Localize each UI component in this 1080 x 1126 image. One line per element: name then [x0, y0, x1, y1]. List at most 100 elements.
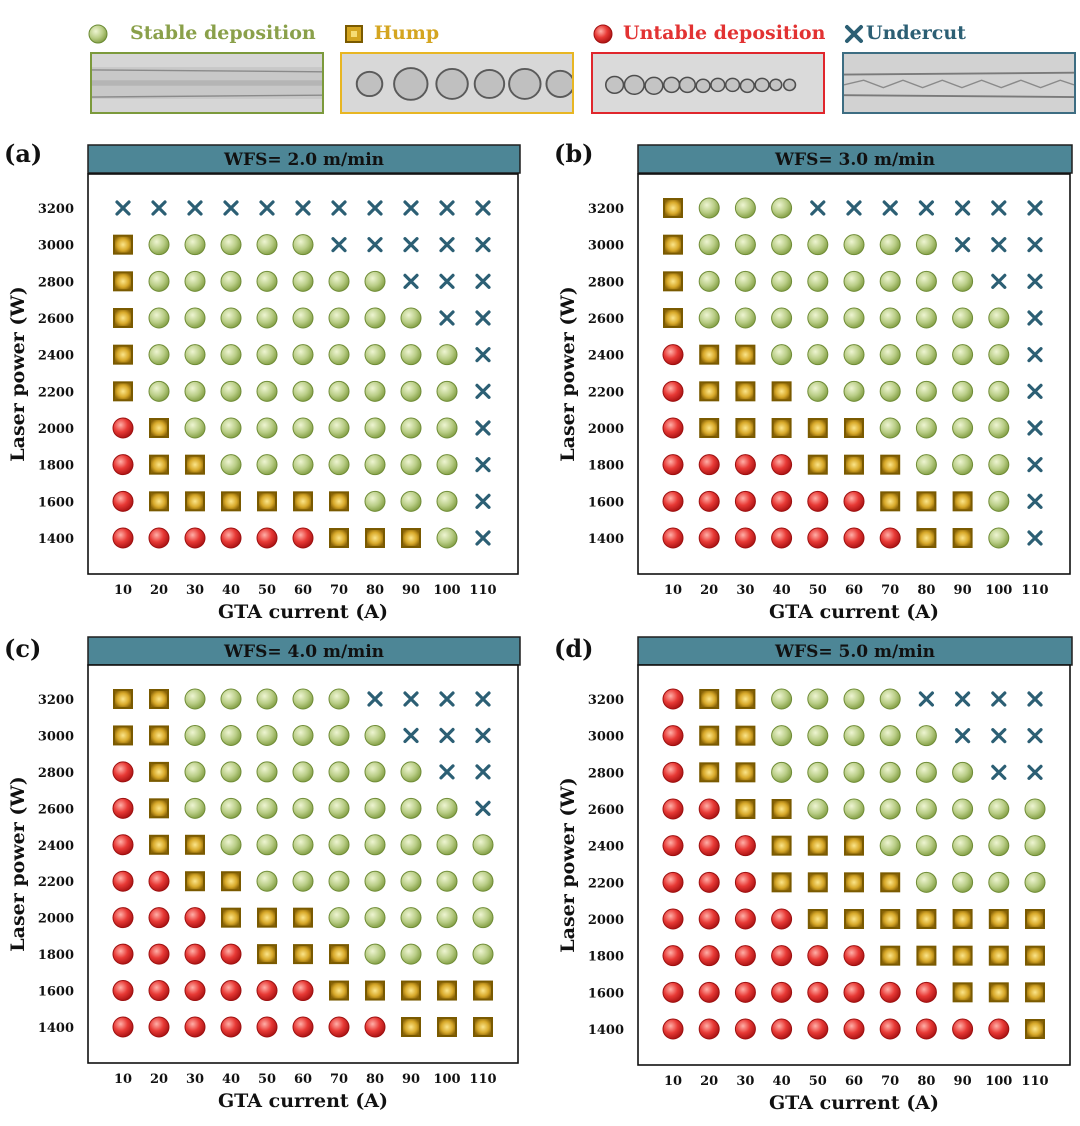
y-tick-label: 2600: [588, 803, 624, 818]
stable-point: [879, 798, 901, 820]
stable-point: [1024, 835, 1046, 857]
y-tick-label: 2200: [588, 385, 624, 400]
unstable-point: [698, 945, 720, 967]
hump-point: [329, 944, 349, 965]
x-tick-label: 90: [954, 1074, 972, 1089]
unstable-point: [807, 527, 829, 549]
hump-point-fill: [439, 982, 455, 999]
stable-point: [184, 234, 206, 256]
stable-point: [988, 835, 1010, 857]
hump-point-fill: [223, 873, 239, 890]
undercut-point: [259, 200, 275, 216]
stable-point: [328, 761, 350, 783]
y-tick-label: 1800: [38, 459, 74, 474]
y-tick-label: 3200: [38, 693, 74, 708]
y-tick-label: 3200: [588, 202, 624, 217]
stable-point: [698, 270, 720, 292]
hump-point: [113, 234, 133, 255]
stable-point: [292, 688, 314, 710]
stable-point: [400, 761, 422, 783]
undercut-point: [439, 237, 455, 253]
stable-point: [220, 344, 242, 366]
stable-point: [988, 490, 1010, 512]
unstable-point: [771, 981, 793, 1003]
hump-point: [257, 907, 277, 928]
unstable-point: [148, 980, 170, 1002]
panel-label-d: (d): [554, 634, 594, 663]
y-tick-label: 2600: [588, 312, 624, 327]
hump-point-fill: [954, 947, 971, 964]
stable-point: [915, 234, 937, 256]
stable-point: [472, 870, 494, 892]
unstable-point: [662, 490, 684, 512]
hump-point: [113, 381, 133, 402]
stable-point: [915, 417, 937, 439]
hump-point: [149, 689, 169, 709]
x-tick-label: 60: [294, 583, 312, 598]
stable-point: [148, 234, 170, 256]
undercut-point: [991, 273, 1007, 289]
stable-point: [436, 344, 458, 366]
stable-point: [256, 234, 278, 256]
stable-point: [915, 270, 937, 292]
hump-point: [952, 528, 973, 548]
stable-point: [184, 724, 206, 746]
hump-point: [807, 909, 828, 929]
y-tick-label: 2800: [38, 766, 74, 781]
x-tick-label: 30: [186, 1072, 204, 1087]
x-axis-label: GTA current (A): [218, 1090, 388, 1112]
hump-point: [329, 980, 349, 1001]
undercut-point: [331, 200, 347, 216]
stable-point: [988, 454, 1010, 476]
hump-point: [771, 835, 792, 856]
stable-point: [328, 688, 350, 710]
x-tick-label: 10: [114, 1072, 132, 1087]
hump-point-fill: [846, 837, 862, 854]
unstable-point: [698, 454, 720, 476]
x-tick-label: 20: [700, 583, 718, 598]
unstable-point: [256, 527, 278, 549]
x-tick-label: 20: [150, 583, 168, 598]
stable-point: [184, 797, 206, 819]
stable-point: [952, 307, 974, 329]
hump-point-fill: [187, 456, 203, 473]
stable-point: [400, 344, 422, 366]
stable-point: [952, 798, 974, 820]
unstable-point: [843, 527, 865, 549]
stable-point: [256, 380, 278, 402]
stable-point: [220, 307, 242, 329]
stable-point: [436, 834, 458, 856]
legend-stable-marker: [88, 24, 108, 44]
hump-point: [699, 689, 720, 709]
hump-point-fill: [115, 691, 131, 707]
unstable-point: [734, 454, 756, 476]
stable-point: [952, 761, 974, 783]
stable-point: [436, 797, 458, 819]
unstable-point: [952, 1018, 974, 1040]
x-tick-label: 100: [433, 1072, 460, 1087]
stable-point: [807, 798, 829, 820]
x-tick-label: 60: [294, 1072, 312, 1087]
hump-point: [952, 945, 973, 966]
hump-point: [735, 418, 756, 438]
stable-point: [843, 688, 865, 710]
x-tick-label: 70: [881, 1074, 899, 1089]
undercut-point: [1027, 200, 1043, 216]
stable-point: [292, 344, 314, 366]
y-tick-label: 1600: [588, 986, 624, 1001]
unstable-point: [662, 871, 684, 893]
hump-point-fill: [403, 1019, 419, 1035]
hump-point-fill: [115, 310, 131, 326]
unstable-point: [734, 981, 756, 1003]
legend-stable-photo: [90, 52, 324, 114]
stable-point: [1024, 798, 1046, 820]
x-tick-label: 30: [736, 1074, 754, 1089]
y-tick-label: 1400: [38, 532, 74, 547]
y-tick-label: 2000: [38, 912, 74, 927]
x-tick-label: 110: [1021, 1074, 1048, 1089]
hump-point-fill: [151, 420, 167, 436]
stable-point: [952, 417, 974, 439]
x-tick-label: 70: [330, 1072, 348, 1087]
hump-point-fill: [809, 837, 826, 854]
legend-undercut-label: Undercut: [866, 22, 966, 44]
